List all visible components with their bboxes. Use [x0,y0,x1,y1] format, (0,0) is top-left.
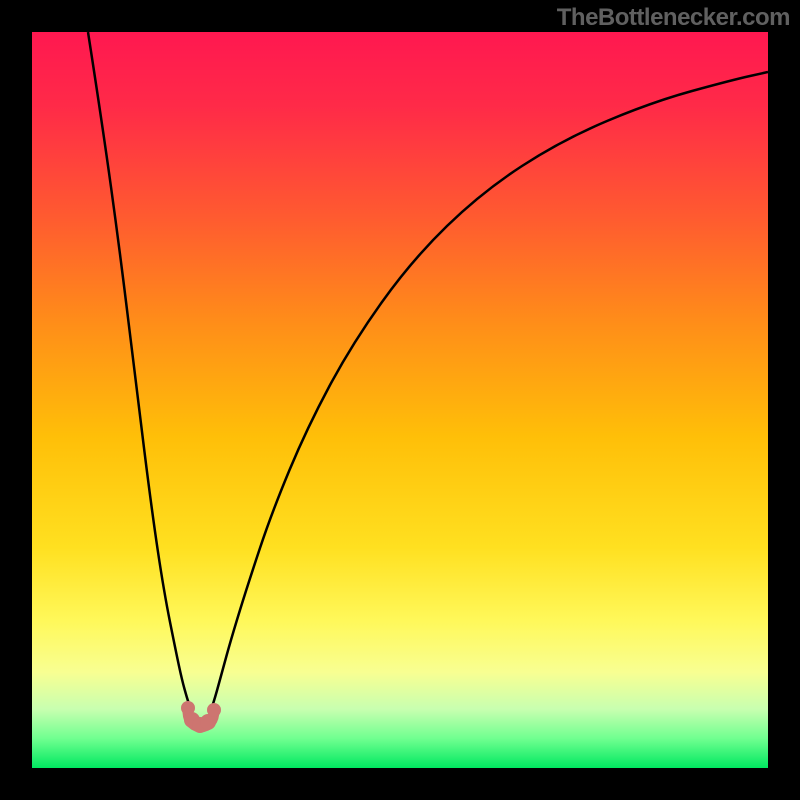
right-curve-branch [212,72,768,707]
outer-frame: TheBottleneсker.com [0,0,800,800]
curve-layer [32,32,768,768]
watermark-text: TheBottleneсker.com [557,4,790,32]
nodule-dot [207,703,221,717]
plot-area [32,32,768,768]
left-curve-branch [88,32,190,707]
